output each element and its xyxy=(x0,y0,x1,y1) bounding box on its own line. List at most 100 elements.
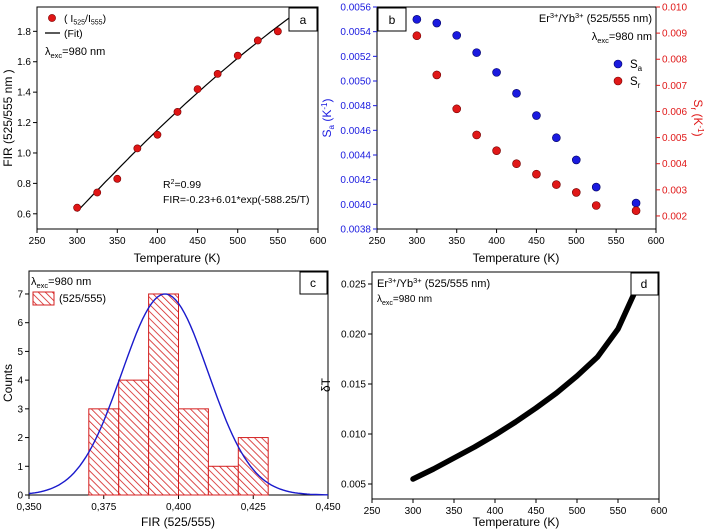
panel-b-x-tick-label: 500 xyxy=(568,236,585,247)
panel-a-x-tick-label: 350 xyxy=(109,236,126,247)
panel-a-excitation-label: λexc=980 nm xyxy=(45,46,105,60)
panel-b-x-tick-label: 400 xyxy=(488,236,505,247)
panel-a-y-tick-label: 1.2 xyxy=(17,118,31,129)
fir-data-point xyxy=(173,108,182,116)
panel-b-frame xyxy=(376,6,657,230)
panel-d-y-tick-label: 0.020 xyxy=(341,330,366,341)
panel-b-right-y-tick-label: 0.002 xyxy=(662,211,687,222)
fir-data-point xyxy=(233,51,242,60)
sa-data-point xyxy=(412,15,422,24)
panel-c-x-tick-label: 0,350 xyxy=(16,502,41,513)
sa-data-point xyxy=(591,182,601,192)
panel-a-x-axis-label: Temperature (K) xyxy=(134,251,221,265)
panel-b-right-y-tick-label: 0.007 xyxy=(662,81,687,92)
sr-data-point xyxy=(532,169,541,179)
panel-b-right-y-tick-label: 0.008 xyxy=(662,55,687,66)
panel-d-excitation-label: λexc=980 nm xyxy=(377,294,432,307)
panel-b-left-y-tick-label: 0.0050 xyxy=(340,77,371,88)
legend-hatch-label: (525/555) xyxy=(59,293,106,305)
panel-b-left-y-tick-label: 0.0056 xyxy=(340,3,371,14)
sr-data-point xyxy=(591,201,601,210)
fir-data-point xyxy=(253,36,262,45)
panel-b-left-y-tick-label: 0.0052 xyxy=(340,52,371,63)
legend-fit-label: (Fit) xyxy=(64,28,83,40)
panel-d-x-tick-label: 400 xyxy=(487,506,504,517)
panel-b-left-y-tick-label: 0.0042 xyxy=(340,175,371,186)
fir-data-point xyxy=(113,174,122,183)
fir-data-point xyxy=(273,27,282,36)
panel-c-y-tick-label: 7 xyxy=(17,289,23,300)
panel-c-x-tick-label: 0,425 xyxy=(241,502,266,513)
delta-t-curve xyxy=(410,281,642,482)
panel-b-right-y-tick-label: 0.006 xyxy=(662,107,687,118)
panel-a-tag-box xyxy=(288,7,318,32)
panel-a-y-tick-label: 1.6 xyxy=(17,57,31,68)
panel-a-fir-fit: 250 300 350 400 450 500 550 600 0.6 0.8 1.0 1.2 1.4 1… xyxy=(1,6,327,265)
panel-d-x-tick-label: 450 xyxy=(528,506,545,517)
panel-b-right-y-tick-label: 0.003 xyxy=(662,185,687,196)
panel-d-x-axis-label: Temperature (K) xyxy=(473,515,560,529)
histogram-bar xyxy=(207,465,239,496)
fir-data-point xyxy=(213,70,222,78)
panel-d-frame xyxy=(371,271,660,500)
panel-b-left-y-tick-label: 0.0054 xyxy=(340,27,371,38)
r-squared-label: R2=0.99 xyxy=(163,179,201,191)
sa-data-point xyxy=(472,48,481,57)
panel-b-x-tick-label: 250 xyxy=(369,236,386,247)
panel-a-x-tick-label: 550 xyxy=(270,236,287,247)
panel-b-left-y-tick-label: 0.0048 xyxy=(340,101,371,112)
panel-b-left-y-tick-label: 0.0040 xyxy=(340,200,371,211)
panel-c-y-tick-label: 3 xyxy=(17,404,23,415)
panel-d-y-axis-label: δT xyxy=(319,377,333,392)
panel-d-tag: d xyxy=(641,277,648,291)
legend-sr-marker xyxy=(613,76,623,86)
panel-b-tag: b xyxy=(389,13,396,27)
panel-c-x-tick-label: 0,450 xyxy=(315,502,340,513)
panel-a-y-tick-label: 1.0 xyxy=(17,148,31,159)
sr-data-point xyxy=(432,70,442,80)
fir-data-point xyxy=(153,130,162,139)
panel-c-x-axis-label: FIR (525/555) xyxy=(141,515,215,529)
histogram-bar xyxy=(178,408,209,496)
panel-b-x-tick-label: 350 xyxy=(448,236,465,247)
sa-data-point xyxy=(552,133,561,143)
panel-d-x-tick-label: 550 xyxy=(610,506,627,517)
panel-d-x-tick-label: 600 xyxy=(651,506,668,517)
panel-d-title: Er3+/Yb3+ (525/555 nm) xyxy=(377,276,490,290)
histogram-bar xyxy=(237,437,269,496)
legend-data-label: ( I525/I555) xyxy=(64,13,106,27)
sa-data-point xyxy=(492,68,501,77)
panel-a-x-tick-label: 450 xyxy=(189,236,206,247)
panel-d-x-tick-label: 250 xyxy=(364,506,381,517)
panel-c-y-tick-label: 5 xyxy=(17,347,23,358)
panel-b-left-y-axis-label: Sa (K-1) xyxy=(320,99,336,138)
panel-c-y-tick-label: 4 xyxy=(17,376,23,387)
panel-a-x-tick-label: 400 xyxy=(149,236,166,247)
sa-data-point xyxy=(571,155,581,165)
sr-data-point xyxy=(472,130,481,140)
legend-data-marker xyxy=(48,14,56,22)
panel-c-excitation-label: λexc=980 nm xyxy=(31,276,91,290)
panel-c-y-tick-label: 6 xyxy=(17,318,23,329)
panel-b-right-y-tick-label: 0.005 xyxy=(662,133,687,144)
sa-data-point xyxy=(631,198,641,208)
panel-b-right-y-axis-label: Sr (K-1) xyxy=(689,99,705,136)
panel-c-y-tick-label: 0 xyxy=(17,491,23,502)
panel-d-temperature-resolution: 250 300 350 400 450 500 550 600 0.005 0.010 0.015 0… xyxy=(319,271,668,529)
panel-d-x-tick-label: 300 xyxy=(405,506,422,517)
panel-a-frame xyxy=(36,6,319,230)
panel-d-x-tick-label: 350 xyxy=(446,506,463,517)
histogram-bar xyxy=(118,379,150,496)
panel-a-y-tick-label: 1.8 xyxy=(17,27,31,38)
panel-b-x-tick-label: 300 xyxy=(409,236,426,247)
sr-data-point xyxy=(571,188,581,197)
sa-data-point xyxy=(532,111,541,120)
sr-data-point xyxy=(412,31,422,41)
panel-a-x-tick-label: 500 xyxy=(229,236,246,247)
sa-data-point xyxy=(432,18,442,28)
panel-a-tag: a xyxy=(300,13,307,27)
panel-b-x-tick-label: 600 xyxy=(648,236,665,247)
panel-b-x-axis-label: Temperature (K) xyxy=(473,251,560,265)
legend-hatch-swatch xyxy=(32,291,55,306)
